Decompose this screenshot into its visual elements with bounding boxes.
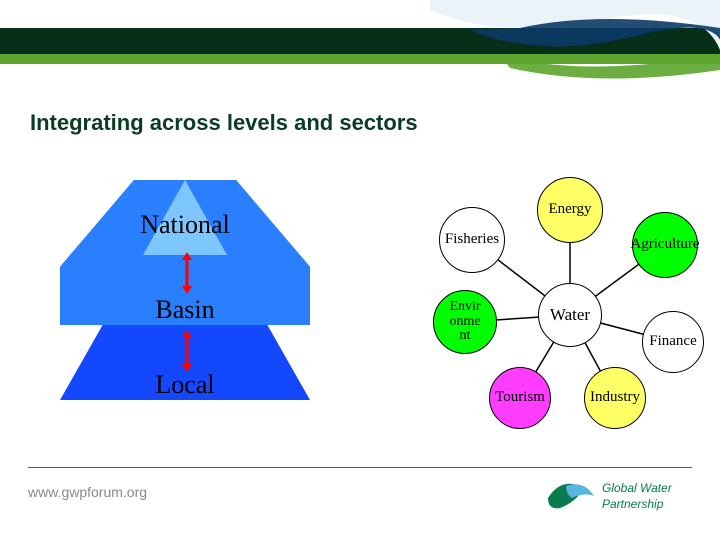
logo-text-bottom: Partnership [602,497,664,511]
cluster-node: Industry [584,367,646,429]
footer-rule [28,467,692,468]
header-brush-art [0,0,720,90]
page-title: Integrating across levels and sectors [30,110,418,136]
cluster-node: Finance [642,311,704,373]
cluster-node: Agriculture [632,212,698,278]
cluster-node: Fisheries [439,207,505,273]
levels-pyramid: National Basin Local [60,180,310,410]
pyramid-label-national: National [140,210,230,239]
cluster-center-node: Water [538,283,602,347]
footer-url: www.gwpforum.org [28,484,147,500]
logo-text-top: Global Water [602,481,673,495]
pyramid-label-local: Local [155,370,214,399]
header-band [0,0,720,72]
pyramid-arrow-bottom [180,330,194,372]
sector-cluster: EnergyAgricultureFinanceIndustryTourismE… [390,170,700,430]
gwp-logo: Global Water Partnership [542,474,692,518]
cluster-node: Energy [537,177,603,243]
cluster-node: Environment [433,290,497,354]
pyramid-label-basin: Basin [155,295,214,324]
cluster-node: Tourism [489,367,551,429]
pyramid-arrow-top [180,252,194,294]
